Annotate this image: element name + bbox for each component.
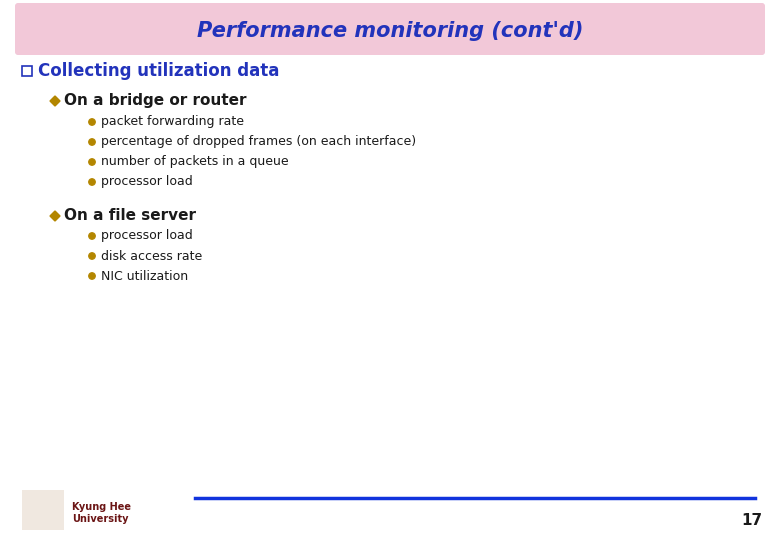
Text: On a file server: On a file server <box>64 208 196 224</box>
Text: number of packets in a queue: number of packets in a queue <box>101 156 289 168</box>
Bar <box>22 490 64 530</box>
Circle shape <box>89 179 95 185</box>
Circle shape <box>89 273 95 279</box>
Text: processor load: processor load <box>101 176 193 188</box>
Text: packet forwarding rate: packet forwarding rate <box>101 116 244 129</box>
Text: Kyung Hee: Kyung Hee <box>72 502 131 512</box>
Circle shape <box>89 159 95 165</box>
Text: University: University <box>72 514 129 524</box>
Text: processor load: processor load <box>101 230 193 242</box>
Text: On a bridge or router: On a bridge or router <box>64 93 246 109</box>
Text: 17: 17 <box>741 513 762 528</box>
Text: Performance monitoring (cont'd): Performance monitoring (cont'd) <box>197 21 583 41</box>
FancyBboxPatch shape <box>15 3 765 55</box>
Circle shape <box>89 233 95 239</box>
Bar <box>22 66 32 76</box>
Circle shape <box>89 253 95 259</box>
Polygon shape <box>50 211 60 221</box>
Polygon shape <box>50 96 60 106</box>
Text: NIC utilization: NIC utilization <box>101 269 188 282</box>
Text: percentage of dropped frames (on each interface): percentage of dropped frames (on each in… <box>101 136 416 148</box>
Text: Collecting utilization data: Collecting utilization data <box>38 62 279 80</box>
Circle shape <box>89 119 95 125</box>
Circle shape <box>89 139 95 145</box>
Text: disk access rate: disk access rate <box>101 249 202 262</box>
